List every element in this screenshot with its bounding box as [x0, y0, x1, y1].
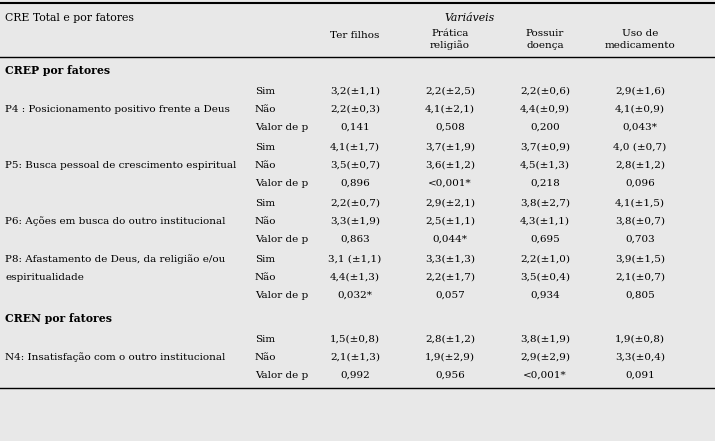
Text: <0,001*: <0,001*: [523, 370, 567, 380]
Text: P6: Ações em busca do outro institucional: P6: Ações em busca do outro instituciona…: [5, 216, 225, 226]
Text: 2,9(±1,6): 2,9(±1,6): [615, 86, 665, 96]
Text: 2,2(±0,7): 2,2(±0,7): [330, 198, 380, 208]
Text: Não: Não: [255, 273, 277, 281]
Text: 3,3(±1,3): 3,3(±1,3): [425, 254, 475, 264]
Text: 0,863: 0,863: [340, 235, 370, 243]
Text: Sim: Sim: [255, 86, 275, 96]
Text: 2,5(±1,1): 2,5(±1,1): [425, 217, 475, 225]
Text: 4,5(±1,3): 4,5(±1,3): [520, 161, 570, 169]
Text: 1,9(±2,9): 1,9(±2,9): [425, 352, 475, 362]
Text: 0,141: 0,141: [340, 123, 370, 131]
Text: medicamento: medicamento: [605, 41, 676, 49]
Text: Sim: Sim: [255, 254, 275, 264]
Text: <0,001*: <0,001*: [428, 179, 472, 187]
Text: P8: Afastamento de Deus, da religião e/ou: P8: Afastamento de Deus, da religião e/o…: [5, 254, 225, 264]
Text: Valor de p: Valor de p: [255, 123, 308, 131]
Text: 3,3(±0,4): 3,3(±0,4): [615, 352, 665, 362]
Text: Sim: Sim: [255, 142, 275, 152]
Text: 4,1(±1,5): 4,1(±1,5): [615, 198, 665, 208]
Text: 0,091: 0,091: [625, 370, 655, 380]
Text: 3,9(±1,5): 3,9(±1,5): [615, 254, 665, 264]
Text: CREP por fatores: CREP por fatores: [5, 66, 110, 76]
Text: 3,5(±0,7): 3,5(±0,7): [330, 161, 380, 169]
Text: Variáveis: Variáveis: [445, 13, 495, 23]
Text: Não: Não: [255, 217, 277, 225]
Text: Valor de p: Valor de p: [255, 370, 308, 380]
Text: Não: Não: [255, 161, 277, 169]
Text: Sim: Sim: [255, 335, 275, 344]
Text: 2,2(±2,5): 2,2(±2,5): [425, 86, 475, 96]
Text: 1,9(±0,8): 1,9(±0,8): [615, 335, 665, 344]
Text: 2,1(±1,3): 2,1(±1,3): [330, 352, 380, 362]
Text: Uso de: Uso de: [622, 29, 659, 37]
Text: Valor de p: Valor de p: [255, 179, 308, 187]
Text: 2,2(±1,0): 2,2(±1,0): [520, 254, 570, 264]
Text: 0,805: 0,805: [625, 291, 655, 299]
Text: 2,8(±1,2): 2,8(±1,2): [615, 161, 665, 169]
Text: 3,7(±0,9): 3,7(±0,9): [520, 142, 570, 152]
Text: 3,8(±1,9): 3,8(±1,9): [520, 335, 570, 344]
Text: espiritualidade: espiritualidade: [5, 273, 84, 281]
Text: P5: Busca pessoal de crescimento espiritual: P5: Busca pessoal de crescimento espirit…: [5, 161, 237, 169]
Text: 0,044*: 0,044*: [433, 235, 468, 243]
Text: 3,3(±1,9): 3,3(±1,9): [330, 217, 380, 225]
Text: 4,4(±0,9): 4,4(±0,9): [520, 105, 570, 113]
Text: 4,0 (±0,7): 4,0 (±0,7): [613, 142, 666, 152]
Text: 0,032*: 0,032*: [337, 291, 373, 299]
Text: CRE Total e por fatores: CRE Total e por fatores: [5, 13, 134, 23]
Text: 2,8(±1,2): 2,8(±1,2): [425, 335, 475, 344]
Text: 0,057: 0,057: [435, 291, 465, 299]
Text: Ter filhos: Ter filhos: [330, 30, 380, 40]
Text: 4,1(±2,1): 4,1(±2,1): [425, 105, 475, 113]
Text: Sim: Sim: [255, 198, 275, 208]
Text: 3,1 (±1,1): 3,1 (±1,1): [328, 254, 382, 264]
Text: Não: Não: [255, 105, 277, 113]
Text: 0,992: 0,992: [340, 370, 370, 380]
Text: 0,703: 0,703: [625, 235, 655, 243]
Text: 0,956: 0,956: [435, 370, 465, 380]
Text: 2,1(±0,7): 2,1(±0,7): [615, 273, 665, 281]
Text: 0,896: 0,896: [340, 179, 370, 187]
Text: 0,096: 0,096: [625, 179, 655, 187]
Text: 3,8(±2,7): 3,8(±2,7): [520, 198, 570, 208]
Text: 0,218: 0,218: [530, 179, 560, 187]
Text: 3,7(±1,9): 3,7(±1,9): [425, 142, 475, 152]
Text: 4,1(±0,9): 4,1(±0,9): [615, 105, 665, 113]
Text: religião: religião: [430, 40, 470, 50]
Text: 0,508: 0,508: [435, 123, 465, 131]
Text: Valor de p: Valor de p: [255, 235, 308, 243]
Text: Não: Não: [255, 352, 277, 362]
Text: 4,4(±1,3): 4,4(±1,3): [330, 273, 380, 281]
Text: CREN por fatores: CREN por fatores: [5, 314, 112, 325]
Text: 4,3(±1,1): 4,3(±1,1): [520, 217, 570, 225]
Text: 3,2(±1,1): 3,2(±1,1): [330, 86, 380, 96]
Text: 4,1(±1,7): 4,1(±1,7): [330, 142, 380, 152]
Text: 2,9(±2,1): 2,9(±2,1): [425, 198, 475, 208]
Text: 3,6(±1,2): 3,6(±1,2): [425, 161, 475, 169]
Text: 1,5(±0,8): 1,5(±0,8): [330, 335, 380, 344]
Text: 0,934: 0,934: [530, 291, 560, 299]
Text: 2,2(±0,6): 2,2(±0,6): [520, 86, 570, 96]
Text: 3,5(±0,4): 3,5(±0,4): [520, 273, 570, 281]
Text: doença: doença: [526, 41, 564, 49]
Text: Valor de p: Valor de p: [255, 291, 308, 299]
Text: 2,2(±0,3): 2,2(±0,3): [330, 105, 380, 113]
Text: Prática: Prática: [431, 29, 469, 37]
Text: 3,8(±0,7): 3,8(±0,7): [615, 217, 665, 225]
Text: 2,2(±1,7): 2,2(±1,7): [425, 273, 475, 281]
Text: 0,200: 0,200: [530, 123, 560, 131]
Text: 2,9(±2,9): 2,9(±2,9): [520, 352, 570, 362]
Text: 0,043*: 0,043*: [623, 123, 657, 131]
Text: 0,695: 0,695: [530, 235, 560, 243]
Text: N4: Insatisfação com o outro institucional: N4: Insatisfação com o outro institucion…: [5, 352, 225, 362]
Text: Possuir: Possuir: [526, 29, 564, 37]
Text: P4 : Posicionamento positivo frente a Deus: P4 : Posicionamento positivo frente a De…: [5, 105, 230, 113]
